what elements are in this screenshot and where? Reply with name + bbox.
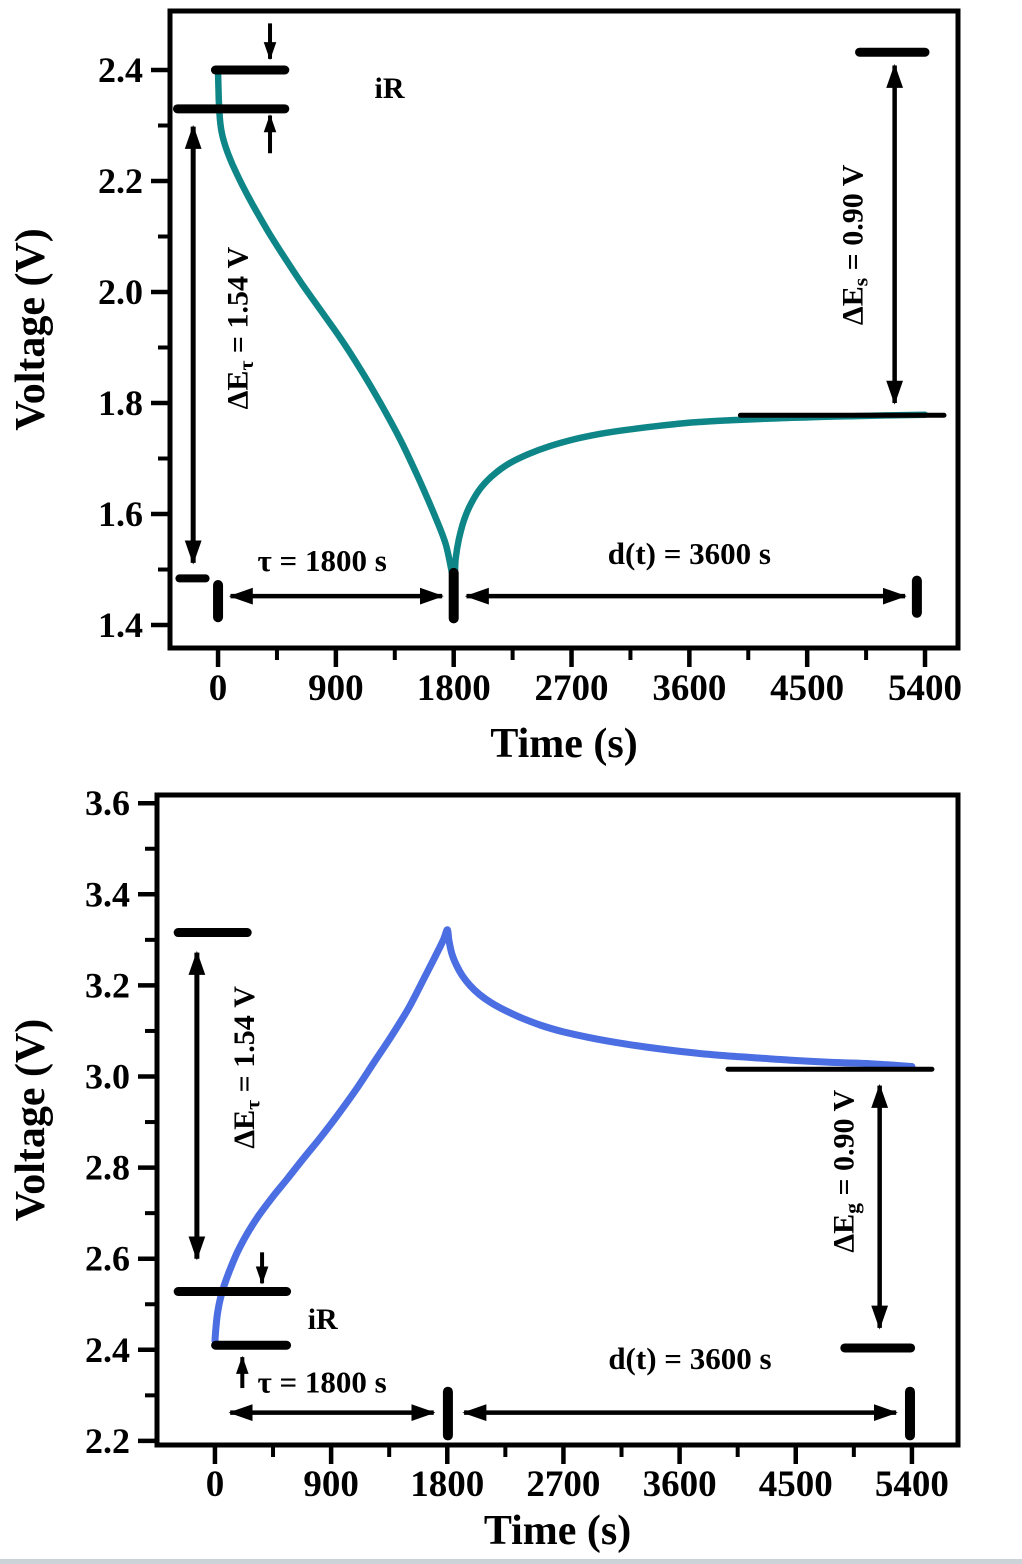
x-tick-label: 1800 [417,668,491,709]
x-tick-label: 5400 [888,668,962,709]
x-tick-label: 3600 [643,1464,717,1505]
y-tick-label: 2.0 [98,272,143,312]
self-discharge-chart-bottom: 0 900 1800 2700 3600 4500 5400 2.2 2.4 2.6 2.8 3.0 3… [8,783,961,1554]
y-tick-label: 2.8 [85,1148,130,1188]
plot-frame [167,8,961,651]
y-tick-label: 1.4 [98,605,143,645]
y-tick-label: 2.4 [85,1330,130,1370]
x-tick-label: 900 [303,1464,359,1505]
annotations: iR ΔEτ = 1.54 V τ = 1800 s d(t) = 3600 s ΔEs… [172,23,947,624]
y-tick-label: 1.8 [98,383,143,423]
x-tick-label: 2700 [535,668,609,709]
y-tick-label: 2.6 [85,1239,130,1279]
x-axis: 0 900 1800 2700 3600 4500 5400 [206,1447,949,1505]
bottom-curve [211,926,916,1345]
x-axis: 0 900 1800 2700 3600 4500 5400 [209,650,962,709]
y-tick-label: 2.4 [98,50,143,90]
annotation-text: τ = 1800 s [257,1364,386,1399]
x-tick-label: 900 [308,668,364,709]
y-tick-label: 2.2 [85,1421,130,1461]
annotations: ΔEτ = 1.54 V iR τ = 1800 s d(t) = 3600 s ΔEg… [173,928,935,1441]
x-tick-label: 0 [209,668,228,709]
annotation-text: d(t) = 3600 s [608,535,771,570]
y-tick-label: 3.0 [85,1056,130,1096]
y-axis-title: Voltage (V) [8,1019,54,1222]
y-tick-label: 3.6 [85,783,130,823]
y-axis-title: Voltage (V) [8,228,54,431]
annotation-text: ΔEτ = 1.54 V [221,246,258,409]
y-tick-label: 3.4 [85,874,130,914]
annotation-text: iR [375,71,405,104]
annotation-text: iR [308,1302,338,1335]
x-tick-label: 3600 [652,668,726,709]
bottom-edge-strip [0,1559,1022,1564]
x-axis-title: Time (s) [490,721,637,767]
self-discharge-chart-top: 0 900 1800 2700 3600 4500 5400 1.4 1.6 1.8 2.0 2.2 2… [8,8,962,767]
annotation-text: ΔEτ = 1.54 V [227,986,264,1149]
x-tick-label: 0 [206,1464,225,1505]
annotation-text: ΔEg = 0.90 V [827,1089,864,1252]
y-tick-label: 1.6 [98,494,143,534]
x-tick-label: 5400 [875,1464,949,1505]
x-tick-label: 2700 [526,1464,600,1505]
x-tick-label: 4500 [759,1464,833,1505]
x-tick-label: 1800 [410,1464,484,1505]
annotation-text: ΔEs = 0.90 V [836,164,873,325]
x-axis-title: Time (s) [484,1508,631,1554]
y-tick-label: 2.2 [98,161,143,201]
top-curve [214,66,929,583]
annotation-text: τ = 1800 s [257,543,386,578]
y-tick-label: 3.2 [85,965,130,1005]
x-tick-label: 4500 [770,668,844,709]
plot-frame [154,792,961,1448]
y-axis: 2.2 2.4 2.6 2.8 3.0 3.2 3.4 3.6 [85,783,155,1461]
y-axis: 1.4 1.6 1.8 2.0 2.2 2.4 [98,50,168,645]
annotation-text: d(t) = 3600 s [608,1340,771,1375]
